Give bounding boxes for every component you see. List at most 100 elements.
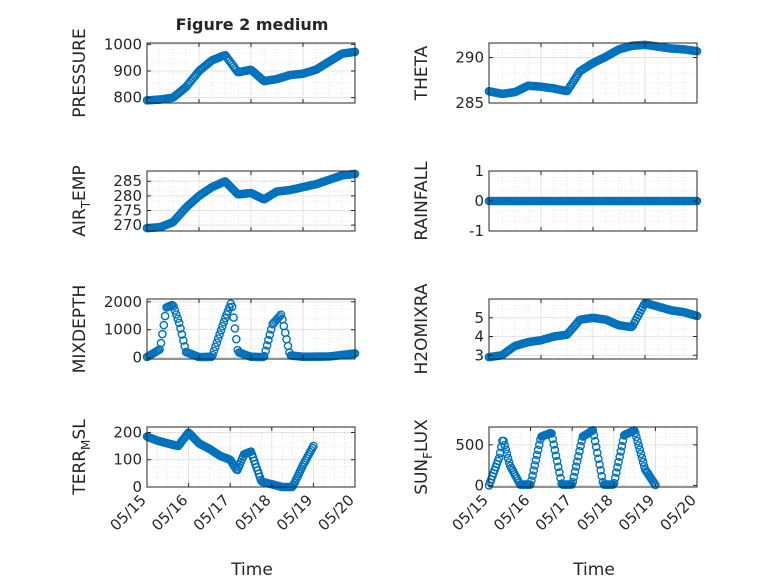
data-point xyxy=(527,476,536,486)
x-tick-label: 05/18 xyxy=(573,491,616,534)
y-tick-label: 285 xyxy=(113,172,142,190)
data-point xyxy=(576,441,585,451)
data-point xyxy=(170,306,180,315)
y-axis-label: TERRMSL xyxy=(70,419,93,496)
y-axis-label: AIRTEMP xyxy=(70,165,93,236)
data-point xyxy=(565,82,575,91)
y-tick-label: 270 xyxy=(113,216,142,234)
data-point xyxy=(529,466,539,475)
data-point xyxy=(533,445,543,455)
data-point xyxy=(633,436,642,446)
data-point xyxy=(593,448,602,458)
data-point xyxy=(615,452,625,462)
data-point xyxy=(637,453,647,463)
data-series xyxy=(142,299,360,362)
data-point xyxy=(591,442,601,452)
data-point xyxy=(262,341,272,350)
y-tick-label: 285 xyxy=(455,94,484,112)
subplot-rainfall: -1 0 1 RAINFALL xyxy=(412,161,702,241)
data-point xyxy=(632,432,641,442)
x-tick-label: 05/16 xyxy=(148,491,191,534)
data-point xyxy=(570,467,580,477)
data-point xyxy=(594,454,603,464)
data-point xyxy=(568,78,578,87)
y-tick-label: 280 xyxy=(113,187,142,205)
data-series xyxy=(484,196,702,206)
subplot-h2omixra: 345 H2OMIXRA xyxy=(412,283,702,375)
y-tick-label: 290 xyxy=(455,49,484,67)
subplot-pressure: 800 900 1000 PRESSURE xyxy=(70,28,360,118)
x-tick-label: 05/19 xyxy=(273,491,316,534)
y-axis-label: H2OMIXRA xyxy=(412,283,432,374)
data-point xyxy=(500,440,509,450)
data-point xyxy=(218,321,227,331)
data-point xyxy=(264,335,273,345)
data-point xyxy=(550,445,560,455)
data-point xyxy=(535,440,544,450)
x-tick-label: 05/17 xyxy=(532,491,575,534)
data-point xyxy=(569,472,579,482)
data-point xyxy=(211,342,220,352)
data-point xyxy=(504,458,514,467)
y-tick-label: 800 xyxy=(113,89,142,107)
data-point xyxy=(526,480,535,489)
data-point xyxy=(219,317,229,327)
y-tick-label: 1000 xyxy=(104,321,142,339)
data-point xyxy=(547,429,556,438)
figure-title: Figure 2 medium xyxy=(176,15,329,34)
y-tick-label: 2000 xyxy=(104,293,142,311)
data-point xyxy=(261,346,271,356)
data-point xyxy=(612,468,621,477)
y-axis-label: SUNFLUX xyxy=(412,419,435,495)
data-point xyxy=(590,436,600,446)
y-tick-label: 900 xyxy=(113,62,142,80)
x-tick-label: 05/20 xyxy=(315,491,358,534)
x-tick-label: 05/15 xyxy=(449,491,492,534)
data-point xyxy=(634,441,643,450)
data-point xyxy=(176,324,185,333)
axes-box xyxy=(488,426,698,488)
data-point xyxy=(215,330,224,339)
data-point xyxy=(553,462,563,472)
y-tick-label: 1000 xyxy=(104,35,142,53)
x-axis-label-left: Time xyxy=(230,560,273,580)
data-series xyxy=(142,428,318,492)
y-axis-label: MIXDEPTH xyxy=(70,285,90,374)
x-tick-label: 05/18 xyxy=(231,491,274,534)
data-point xyxy=(617,441,627,451)
subplot-theta: 285 290 THETA xyxy=(412,40,702,112)
data-series xyxy=(484,40,702,99)
data-point xyxy=(572,457,582,466)
y-tick-label: 0 xyxy=(132,349,142,367)
data-point xyxy=(499,436,508,446)
data-point xyxy=(173,314,182,324)
data-point xyxy=(259,351,269,361)
x-tick-label: 05/15 xyxy=(107,491,150,534)
data-point xyxy=(494,453,504,463)
data-point xyxy=(555,468,564,477)
axes-box xyxy=(146,426,356,488)
data-point xyxy=(216,325,226,335)
data-point xyxy=(571,462,581,471)
data-point xyxy=(532,450,542,460)
data-point xyxy=(589,430,599,440)
data-point xyxy=(156,338,166,348)
y-tick-label: 5 xyxy=(474,309,484,327)
y-tick-label: 0 xyxy=(474,192,484,210)
data-point xyxy=(227,302,237,312)
data-point xyxy=(503,453,513,463)
data-point xyxy=(209,346,219,356)
data-point xyxy=(158,329,167,339)
data-point xyxy=(636,449,646,459)
data-point xyxy=(265,330,275,340)
data-point xyxy=(212,338,222,348)
y-tick-label: 500 xyxy=(455,436,484,454)
data-point xyxy=(616,447,626,456)
data-point xyxy=(651,480,660,490)
data-point xyxy=(230,324,240,333)
data-point xyxy=(160,311,170,321)
y-axis-label: PRESSURE xyxy=(70,28,90,117)
y-axis-label: THETA xyxy=(412,45,432,101)
